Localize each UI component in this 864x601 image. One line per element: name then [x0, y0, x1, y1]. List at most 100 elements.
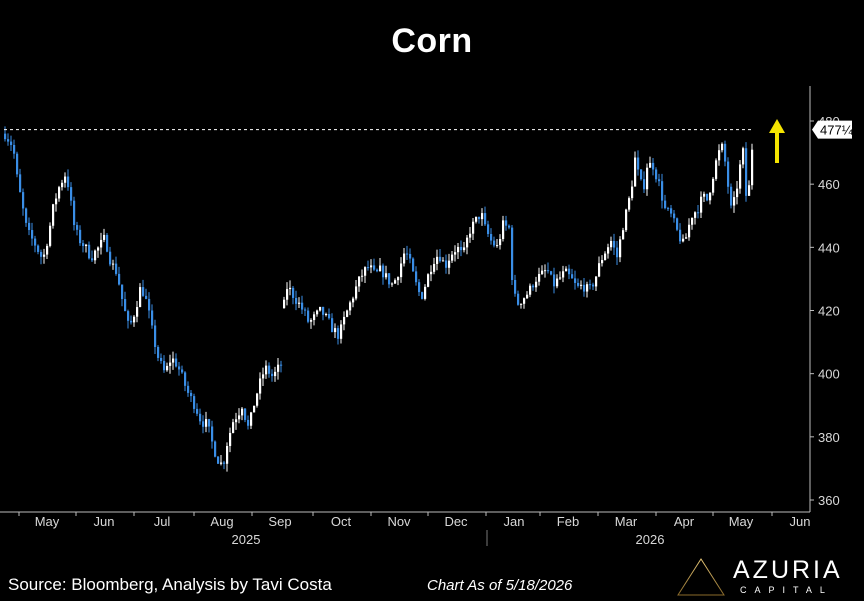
candle-body: [607, 247, 610, 254]
candle-body: [394, 280, 397, 284]
candle-body: [406, 253, 409, 255]
candle-body: [217, 456, 220, 464]
candle-body: [187, 385, 190, 393]
candle-body: [43, 254, 46, 257]
candle-body: [673, 213, 676, 219]
candle-body: [295, 297, 298, 304]
candle-body: [541, 270, 544, 275]
candle-body: [424, 286, 427, 299]
x-tick-label: Mar: [615, 514, 638, 529]
candle-body: [253, 405, 256, 413]
candle-body: [127, 311, 130, 321]
candle-body: [661, 181, 664, 201]
candle-body: [616, 247, 619, 258]
candle-body: [373, 265, 376, 270]
candle-body: [361, 275, 364, 277]
candle-body: [103, 234, 106, 240]
x-tick-label: Aug: [210, 514, 233, 529]
candle-body: [178, 366, 181, 370]
candle-body: [61, 182, 64, 188]
candle-body: [277, 364, 280, 372]
candle-body: [19, 174, 22, 193]
logo-mark-icon: [677, 558, 725, 596]
candle-body: [439, 256, 442, 262]
candle-body: [469, 233, 472, 238]
candle-body: [676, 218, 679, 230]
source-note: Source: Bloomberg, Analysis by Tavi Cost…: [8, 575, 332, 594]
candle-body: [157, 346, 160, 358]
candle-body: [610, 240, 613, 248]
candle-body: [322, 306, 325, 315]
arrow-head: [769, 119, 785, 133]
candle-body: [166, 365, 169, 371]
candle-body: [190, 392, 193, 397]
candle-body: [553, 274, 556, 287]
chart-date-note: Chart As of 5/18/2026: [427, 577, 573, 594]
candle-body: [523, 298, 526, 304]
candle-body: [565, 268, 568, 272]
candle-body: [604, 253, 607, 261]
x-tick-label: May: [35, 514, 60, 529]
candle-body: [709, 192, 712, 201]
candle-body: [349, 302, 352, 311]
candle-body: [208, 419, 211, 427]
candle-body: [562, 271, 565, 278]
candle-body: [736, 188, 739, 198]
candle-body: [688, 224, 691, 238]
candle-body: [136, 307, 139, 317]
candle-body: [634, 157, 637, 187]
candle-body: [496, 245, 499, 247]
candle-body: [721, 143, 724, 151]
candle-body: [85, 244, 88, 247]
candle-body: [433, 263, 436, 272]
candle-body: [130, 320, 133, 323]
candle-body: [457, 246, 460, 253]
candle-body: [265, 365, 268, 375]
candle-body: [205, 419, 208, 427]
candle-body: [301, 302, 304, 310]
candle-body: [151, 310, 154, 326]
candle-body: [586, 284, 589, 292]
candle-body: [589, 284, 592, 286]
candle-body: [331, 318, 334, 333]
candle-body: [298, 302, 301, 304]
candle-body: [241, 408, 244, 416]
candle-body: [694, 212, 697, 218]
candle-body: [337, 328, 340, 339]
candle-body: [112, 263, 115, 265]
candle-body: [385, 273, 388, 278]
candle-body: [511, 227, 514, 280]
x-tick-label: May: [729, 514, 754, 529]
candle-body: [16, 153, 19, 175]
candle-body: [367, 267, 370, 269]
candle-body: [517, 293, 520, 305]
candle-body: [625, 209, 628, 231]
x-tick-label: Oct: [331, 514, 352, 529]
candle-body: [232, 422, 235, 433]
candle-body: [304, 309, 307, 311]
x-year-label: 2026: [636, 532, 665, 547]
x-tick-label: Jul: [154, 514, 171, 529]
candle-body: [139, 287, 142, 308]
x-tick-label: Feb: [557, 514, 579, 529]
candle-body: [70, 187, 73, 201]
candle-body: [400, 263, 403, 278]
candle-body: [448, 260, 451, 268]
candle-body: [271, 373, 274, 377]
x-tick-label: Jun: [94, 514, 115, 529]
candle-body: [22, 192, 25, 209]
candle-body: [106, 234, 109, 252]
candle-body: [319, 306, 322, 311]
candle-body: [652, 162, 655, 170]
candle-body: [718, 150, 721, 161]
candle-body: [724, 143, 727, 162]
candle-body: [418, 282, 421, 293]
candle-body: [445, 260, 448, 268]
candle-body: [244, 408, 247, 420]
candle-body: [568, 268, 571, 275]
candle-body: [340, 324, 343, 339]
x-tick-label: Nov: [387, 514, 411, 529]
candle-body: [682, 238, 685, 242]
candle-body: [58, 187, 61, 199]
candle-body: [490, 234, 493, 241]
